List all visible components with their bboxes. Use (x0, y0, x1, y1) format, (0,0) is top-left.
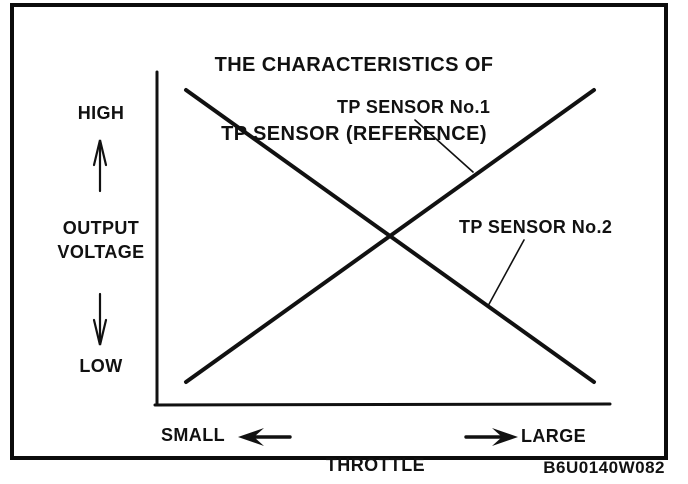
y-axis-title-line1: OUTPUT (62, 218, 140, 238)
sensor1-label: TP SENSOR No.1 (337, 97, 491, 117)
sensor2-label: TP SENSOR No.2 (459, 217, 613, 237)
sensor1-leader-line (414, 119, 474, 173)
sensor2-leader-line (487, 239, 525, 307)
figure-title: THE CHARACTERISTICS OF TP SENSOR (REFERE… (0, 8, 688, 192)
sensor2-line (184, 88, 596, 384)
x-axis-line (153, 402, 612, 407)
y-axis-low-label: LOW (79, 356, 123, 376)
y-axis-high-label: HIGH (77, 103, 125, 123)
y-axis-title-line2: VOLTAGE (57, 242, 145, 262)
figure-title-line2: TP SENSOR (REFERENCE) (221, 123, 487, 145)
figure-title-line1: THE CHARACTERISTICS OF (214, 54, 494, 76)
figure-reference-code: B6U0140W082 (543, 458, 665, 477)
down-arrow-icon (92, 292, 108, 346)
left-arrow-icon (238, 428, 292, 446)
x-axis-title-line1: THROTTLE (325, 455, 426, 475)
figure-border (10, 3, 668, 460)
right-arrow-icon (464, 428, 518, 446)
x-axis-small-label: SMALL (161, 425, 225, 445)
x-axis-large-label: LARGE (521, 426, 586, 446)
x-axis-title: THROTTLE OPENING ANGLE (293, 413, 458, 484)
up-arrow-icon (92, 139, 108, 193)
